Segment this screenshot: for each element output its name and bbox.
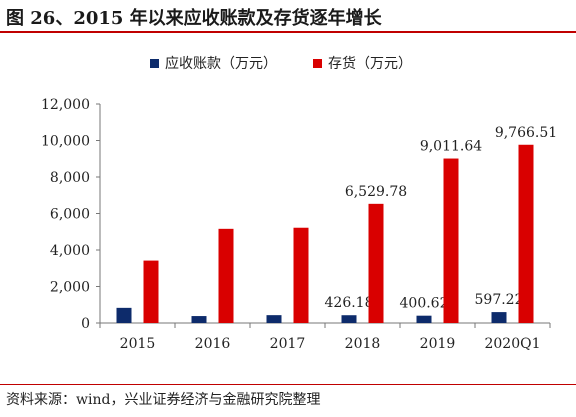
x-tick-label: 2017: [270, 336, 306, 352]
legend-swatch-inventory: [313, 58, 322, 68]
bar-inventory: [218, 228, 234, 323]
legend: 应收账款（万元） 存货（万元）: [150, 53, 412, 73]
legend-label-receivables: 应收账款（万元）: [165, 56, 277, 72]
data-label-inventory: 6,529.78: [345, 184, 407, 200]
legend-item-receivables: 应收账款（万元）: [150, 53, 277, 73]
y-tick-label: 10,000: [41, 134, 90, 150]
bar-receivables: [266, 315, 282, 323]
y-tick-label: 4,000: [50, 243, 90, 259]
y-tick-label: 2,000: [50, 280, 90, 296]
bar-receivables: [191, 316, 207, 323]
data-label-inventory: 9,011.64: [420, 139, 482, 155]
x-tick-label: 2019: [420, 336, 456, 352]
source-note: 资料来源：wind，兴业证券经济与金融研究院整理: [6, 392, 321, 408]
title-divider: [0, 31, 576, 33]
bar-receivables: [341, 315, 357, 323]
x-tick-label: 2015: [120, 336, 156, 352]
bar-inventory: [443, 158, 459, 323]
bar-inventory: [293, 227, 309, 323]
x-tick-label: 2016: [195, 336, 231, 352]
y-tick-label: 0: [81, 316, 90, 332]
bar-inventory: [518, 144, 534, 323]
chart-title: 图 26、2015 年以来应收账款及存货逐年增长: [6, 8, 382, 29]
legend-swatch-receivables: [150, 58, 159, 68]
data-label-inventory: 9,766.51: [495, 125, 557, 141]
data-label-receivables: 597.22: [475, 292, 524, 308]
y-tick-label: 6,000: [50, 207, 90, 223]
bar-inventory: [143, 260, 159, 323]
bar-chart: 0 2,000 4,000 6,000 8,000 10,000 12,000 2015 201…: [41, 97, 557, 352]
data-label-receivables: 400.62: [400, 296, 449, 312]
x-tick-label: 2020Q1: [484, 336, 540, 352]
y-tick-label: 8,000: [50, 170, 90, 186]
y-tick-label: 12,000: [41, 97, 90, 113]
bar-receivables: [416, 315, 432, 323]
legend-label-inventory: 存货（万元）: [328, 56, 412, 72]
bar-inventory: [368, 203, 384, 323]
bar-receivables: [116, 307, 132, 323]
data-label-receivables: 426.18: [325, 295, 374, 311]
bar-receivables: [491, 312, 507, 323]
source-divider: [0, 384, 576, 385]
legend-item-inventory: 存货（万元）: [313, 53, 412, 73]
x-tick-label: 2018: [345, 336, 381, 352]
